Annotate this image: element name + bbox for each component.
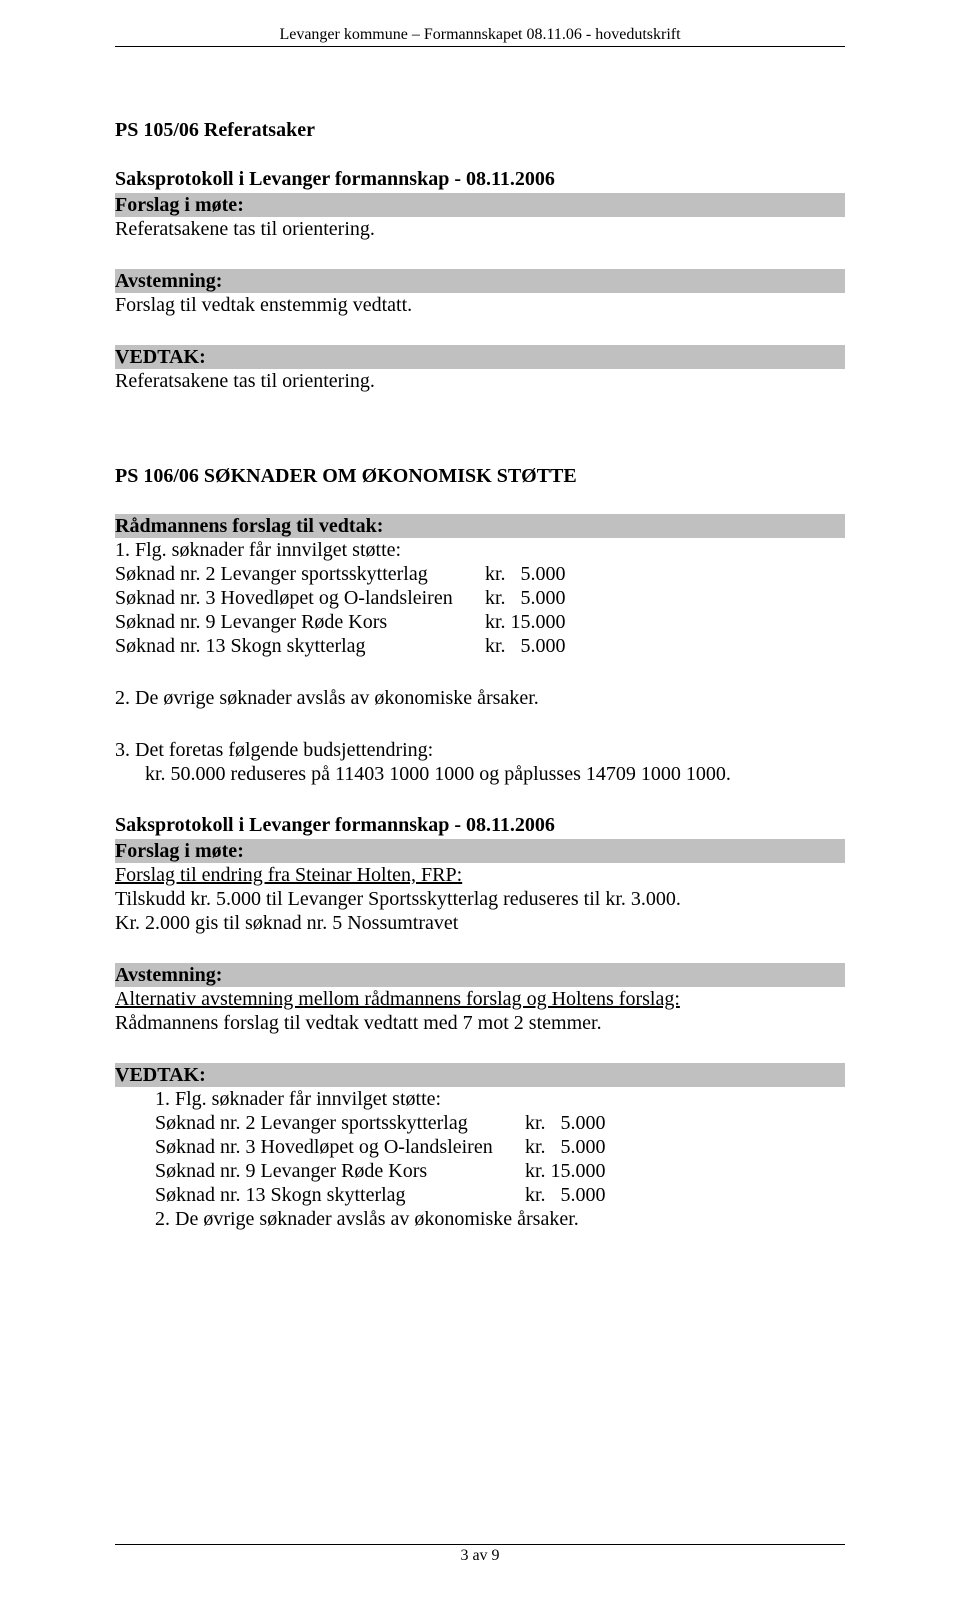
alloc-amt: kr. 5.000 [485,634,566,658]
case-105-title: PS 105/06 Referatsaker [115,119,845,142]
radmann-item3-l1: 3. Det foretas følgende budsjettendring: [115,738,845,762]
table-row: Søknad nr. 13 Skogn skytterlag kr. 5.000 [115,634,566,658]
table-row: Søknad nr. 2 Levanger sportsskytterlag k… [155,1111,606,1135]
vote-l1: Alternativ avstemning mellom rådmannens … [115,987,845,1011]
alloc-desc: Søknad nr. 13 Skogn skytterlag [155,1183,525,1207]
motion-text: Referatsakene tas til orientering. [115,217,845,241]
alloc-desc: Søknad nr. 13 Skogn skytterlag [115,634,485,658]
decision-label-bar-2: VEDTAK: [115,1063,845,1087]
radmann-item3-l2: kr. 50.000 reduseres på 11403 1000 1000 … [115,762,845,786]
alloc-amt: kr. 5.000 [485,586,566,610]
case-106-protocol-heading: Saksprotokoll i Levanger formannskap - 0… [115,814,845,837]
vote-label-bar-2: Avstemning: [115,963,845,987]
motion-change-l1: Tilskudd kr. 5.000 til Levanger Sportssk… [115,887,845,911]
motion-label-bar-2: Forslag i møte: [115,839,845,863]
alloc-amt: kr. 5.000 [485,562,566,586]
page-footer: 3 av 9 [115,1544,845,1565]
vote-label-bar: Avstemning: [115,269,845,293]
dec-item2: 2. De øvrige søknader avslås av økonomis… [155,1207,845,1231]
radmann-item2: 2. De øvrige søknader avslås av økonomis… [115,686,845,710]
table-row: Søknad nr. 3 Hovedløpet og O-landsleiren… [115,586,566,610]
alloc-desc: Søknad nr. 3 Hovedløpet og O-landsleiren [155,1135,525,1159]
table-row: Søknad nr. 9 Levanger Røde Kors kr. 15.0… [155,1159,606,1183]
alloc-desc: Søknad nr. 2 Levanger sportsskytterlag [155,1111,525,1135]
case-105-protocol-heading: Saksprotokoll i Levanger formannskap - 0… [115,168,845,191]
motion-change-intro: Forslag til endring fra Steinar Holten, … [115,863,845,887]
decision-label-bar: VEDTAK: [115,345,845,369]
decision-allocation-table: Søknad nr. 2 Levanger sportsskytterlag k… [155,1111,606,1207]
table-row: Søknad nr. 9 Levanger Røde Kors kr. 15.0… [115,610,566,634]
radmann-item1-lead: 1. Flg. søknader får innvilget støtte: [115,538,845,562]
alloc-amt: kr. 15.000 [525,1159,606,1183]
vote-l2: Rådmannens forslag til vedtak vedtatt me… [115,1011,845,1035]
alloc-desc: Søknad nr. 3 Hovedløpet og O-landsleiren [115,586,485,610]
alloc-desc: Søknad nr. 9 Levanger Røde Kors [155,1159,525,1183]
table-row: Søknad nr. 13 Skogn skytterlag kr. 5.000 [155,1183,606,1207]
decision-text: Referatsakene tas til orientering. [115,369,845,393]
alloc-amt: kr. 5.000 [525,1135,606,1159]
alloc-amt: kr. 5.000 [525,1183,606,1207]
dec-item1-lead: 1. Flg. søknader får innvilget støtte: [155,1087,845,1111]
table-row: Søknad nr. 2 Levanger sportsskytterlag k… [115,562,566,586]
motion-label-bar: Forslag i møte: [115,193,845,217]
alloc-amt: kr. 5.000 [525,1111,606,1135]
motion-change-l2: Kr. 2.000 gis til søknad nr. 5 Nossumtra… [115,911,845,935]
table-row: Søknad nr. 3 Hovedløpet og O-landsleiren… [155,1135,606,1159]
allocation-table: Søknad nr. 2 Levanger sportsskytterlag k… [115,562,566,658]
alloc-amt: kr. 15.000 [485,610,566,634]
alloc-desc: Søknad nr. 2 Levanger sportsskytterlag [115,562,485,586]
page-header: Levanger kommune – Formannskapet 08.11.0… [115,0,845,44]
radmann-label-bar: Rådmannens forslag til vedtak: [115,514,845,538]
alloc-desc: Søknad nr. 9 Levanger Røde Kors [115,610,485,634]
vote-text: Forslag til vedtak enstemmig vedtatt. [115,293,845,317]
case-106-title: PS 106/06 SØKNADER OM ØKONOMISK STØTTE [115,465,845,488]
